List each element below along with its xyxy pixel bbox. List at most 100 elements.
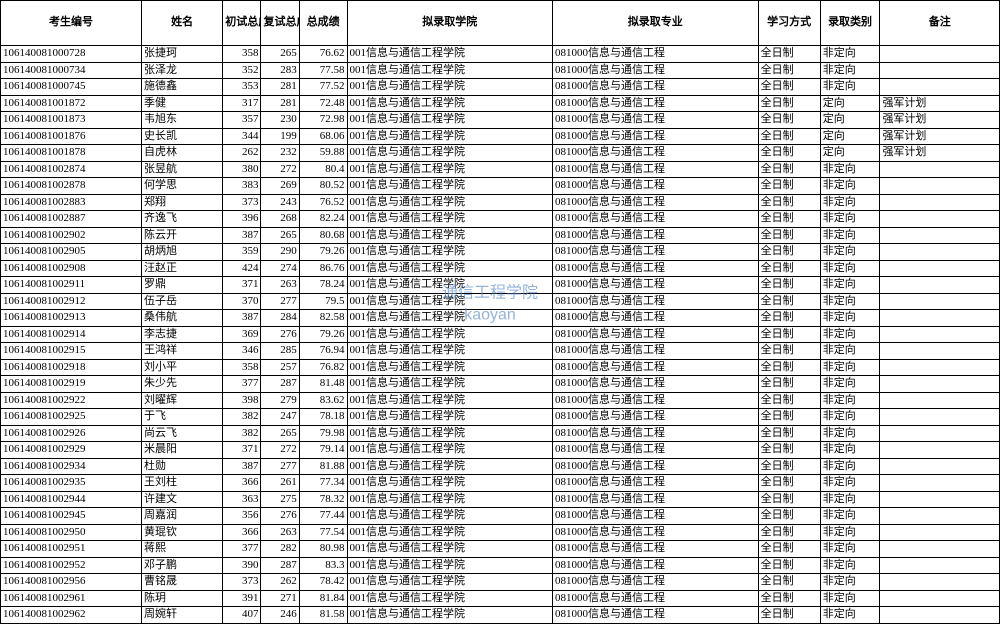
cell-total: 77.52	[299, 79, 347, 96]
cell-college: 001信息与通信工程学院	[347, 145, 553, 162]
cell-college: 001信息与通信工程学院	[347, 161, 553, 178]
cell-total: 78.32	[299, 491, 347, 508]
header-id: 考生编号	[1, 1, 142, 46]
cell-score2: 269	[261, 178, 299, 195]
cell-remark	[880, 194, 1000, 211]
cell-college: 001信息与通信工程学院	[347, 194, 553, 211]
table-row: 106140081002934杜勋38727781.88001信息与通信工程学院…	[1, 458, 1000, 475]
table-row: 106140081002956曹铭晟37326278.42001信息与通信工程学…	[1, 574, 1000, 591]
cell-score2: 274	[261, 260, 299, 277]
cell-major: 081000信息与通信工程	[553, 524, 759, 541]
cell-college: 001信息与通信工程学院	[347, 590, 553, 607]
cell-name: 尚云飞	[142, 425, 223, 442]
table-row: 106140081002922刘曜辉39827983.62001信息与通信工程学…	[1, 392, 1000, 409]
cell-score1: 391	[223, 590, 261, 607]
cell-college: 001信息与通信工程学院	[347, 310, 553, 327]
cell-remark: 强军计划	[880, 128, 1000, 145]
cell-total: 81.48	[299, 376, 347, 393]
cell-name: 自虎林	[142, 145, 223, 162]
cell-score1: 396	[223, 211, 261, 228]
table-row: 106140081002926尚云飞38226579.98001信息与通信工程学…	[1, 425, 1000, 442]
cell-mode: 全日制	[758, 475, 820, 492]
cell-score2: 272	[261, 442, 299, 459]
cell-major: 081000信息与通信工程	[553, 442, 759, 459]
cell-id: 106140081002914	[1, 326, 142, 343]
cell-type: 非定向	[820, 260, 880, 277]
cell-score1: 424	[223, 260, 261, 277]
cell-id: 106140081002918	[1, 359, 142, 376]
cell-mode: 全日制	[758, 161, 820, 178]
cell-score2: 281	[261, 79, 299, 96]
table-row: 106140081002952邓子鹏39028783.3001信息与通信工程学院…	[1, 557, 1000, 574]
cell-college: 001信息与通信工程学院	[347, 79, 553, 96]
cell-remark	[880, 376, 1000, 393]
cell-major: 081000信息与通信工程	[553, 458, 759, 475]
cell-major: 081000信息与通信工程	[553, 211, 759, 228]
cell-score1: 387	[223, 227, 261, 244]
cell-mode: 全日制	[758, 112, 820, 129]
cell-id: 106140081002905	[1, 244, 142, 261]
cell-college: 001信息与通信工程学院	[347, 541, 553, 558]
cell-score2: 199	[261, 128, 299, 145]
cell-total: 78.42	[299, 574, 347, 591]
header-remark: 备注	[880, 1, 1000, 46]
cell-name: 齐逸飞	[142, 211, 223, 228]
cell-score2: 287	[261, 557, 299, 574]
cell-total: 72.48	[299, 95, 347, 112]
cell-major: 081000信息与通信工程	[553, 112, 759, 129]
cell-mode: 全日制	[758, 409, 820, 426]
cell-name: 蒋熙	[142, 541, 223, 558]
cell-remark	[880, 491, 1000, 508]
cell-id: 106140081002961	[1, 590, 142, 607]
cell-college: 001信息与通信工程学院	[347, 326, 553, 343]
cell-college: 001信息与通信工程学院	[347, 458, 553, 475]
cell-type: 非定向	[820, 178, 880, 195]
cell-score1: 346	[223, 343, 261, 360]
cell-major: 081000信息与通信工程	[553, 508, 759, 525]
cell-major: 081000信息与通信工程	[553, 343, 759, 360]
cell-id: 106140081002908	[1, 260, 142, 277]
cell-major: 081000信息与通信工程	[553, 227, 759, 244]
cell-remark	[880, 458, 1000, 475]
cell-total: 81.84	[299, 590, 347, 607]
cell-mode: 全日制	[758, 211, 820, 228]
cell-score1: 383	[223, 178, 261, 195]
cell-name: 何学思	[142, 178, 223, 195]
cell-remark	[880, 310, 1000, 327]
cell-type: 非定向	[820, 392, 880, 409]
cell-type: 非定向	[820, 244, 880, 261]
cell-mode: 全日制	[758, 95, 820, 112]
cell-score1: 366	[223, 475, 261, 492]
cell-mode: 全日制	[758, 359, 820, 376]
cell-type: 非定向	[820, 326, 880, 343]
cell-name: 邓子鹏	[142, 557, 223, 574]
cell-id: 106140081000734	[1, 62, 142, 79]
cell-score2: 230	[261, 112, 299, 129]
cell-college: 001信息与通信工程学院	[347, 227, 553, 244]
cell-name: 张泽龙	[142, 62, 223, 79]
table-row: 106140081002887齐逸飞39626882.24001信息与通信工程学…	[1, 211, 1000, 228]
table-row: 106140081002912伍子岳37027779.5001信息与通信工程学院…	[1, 293, 1000, 310]
cell-college: 001信息与通信工程学院	[347, 392, 553, 409]
cell-mode: 全日制	[758, 62, 820, 79]
cell-name: 刘小平	[142, 359, 223, 376]
cell-score1: 363	[223, 491, 261, 508]
cell-total: 78.18	[299, 409, 347, 426]
table-row: 106140081002914李志捷36927679.26001信息与通信工程学…	[1, 326, 1000, 343]
table-row: 106140081002878何学思38326980.52001信息与通信工程学…	[1, 178, 1000, 195]
cell-college: 001信息与通信工程学院	[347, 293, 553, 310]
cell-score1: 407	[223, 607, 261, 624]
cell-mode: 全日制	[758, 277, 820, 294]
cell-remark	[880, 79, 1000, 96]
cell-remark	[880, 442, 1000, 459]
cell-score2: 272	[261, 161, 299, 178]
cell-remark	[880, 524, 1000, 541]
cell-remark	[880, 557, 1000, 574]
header-score2: 复试总成绩	[261, 1, 299, 46]
cell-type: 非定向	[820, 458, 880, 475]
cell-college: 001信息与通信工程学院	[347, 277, 553, 294]
cell-id: 106140081002887	[1, 211, 142, 228]
cell-score2: 275	[261, 491, 299, 508]
table-body: 106140081000728张捷珂35826576.62001信息与通信工程学…	[1, 46, 1000, 624]
cell-total: 78.24	[299, 277, 347, 294]
